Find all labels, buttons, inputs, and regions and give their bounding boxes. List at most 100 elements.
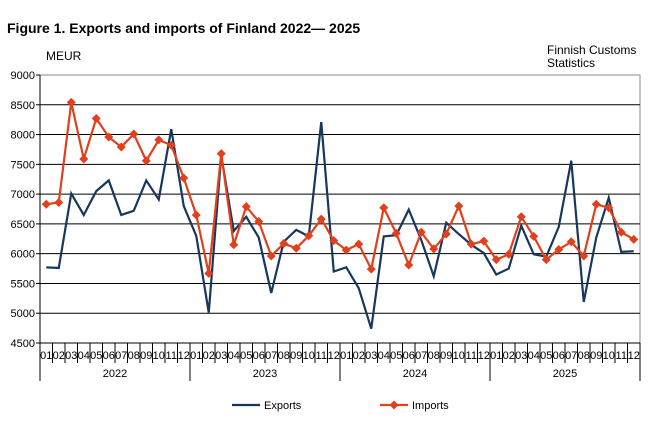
x-tick-label: 12 [628,350,640,362]
x-tick-label: 01 [40,350,52,362]
imports-point [504,249,514,259]
y-tick-label: 5500 [11,278,35,290]
imports-point [566,237,576,247]
imports-point [79,154,89,164]
imports-point [579,251,589,261]
legend-imports-marker [389,400,399,410]
x-tick-label: 10 [603,350,615,362]
source-line-1: Finnish Customs [547,43,637,57]
imports-point [466,239,476,249]
x-tick-label: 03 [215,350,227,362]
plot-frame [39,74,641,344]
year-label: 2025 [553,368,577,380]
imports-point [379,203,389,213]
imports-point [141,156,151,166]
y-tick-label: 8000 [11,130,35,142]
x-tick-label: 04 [78,350,90,362]
chart-title: Figure 1. Exports and imports of Finland… [7,20,361,36]
imports-point [254,217,264,227]
x-tick-label: 07 [565,350,577,362]
imports-point [116,142,126,152]
x-tick-label: 06 [403,350,415,362]
year-label: 2024 [403,368,427,380]
x-tick-label: 11 [316,350,327,362]
imports-point [91,113,101,123]
imports-point [66,97,76,107]
imports-point [391,228,401,238]
imports-point [554,244,564,254]
x-tick-label: 10 [453,350,465,362]
x-tick-label: 06 [103,350,115,362]
x-tick-label: 05 [90,350,102,362]
imports-point [416,227,426,237]
imports-point [354,239,364,249]
imports-point [316,214,326,224]
imports-point [104,132,114,142]
x-tick-label: 02 [353,350,365,362]
x-tick-label: 04 [378,350,390,362]
imports-point [429,244,439,254]
x-tick-label: 02 [203,350,215,362]
x-tick-label: 05 [540,350,552,362]
x-tick-label: 11 [466,350,477,362]
imports-point [341,245,351,255]
x-tick-label: 07 [415,350,427,362]
x-tick-label: 04 [528,350,540,362]
x-tick-label: 06 [553,350,565,362]
imports-point [241,202,251,212]
legend-imports-label: Imports [412,400,449,412]
imports-point [204,268,214,278]
imports-point [491,255,501,265]
x-tick-label: 09 [290,350,302,362]
y-tick-label: 6000 [11,249,35,261]
x-tick-label: 08 [128,350,140,362]
imports-point [629,234,639,244]
imports-point [529,231,539,241]
source-note: Finnish Customs Statistics [547,44,636,70]
y-tick-label: 7500 [11,159,35,171]
imports-point [404,260,414,270]
x-tick-label: 01 [340,350,352,362]
imports-point [229,240,239,250]
x-tick-label: 06 [253,350,265,362]
x-tick-label: 11 [166,350,177,362]
y-tick-label: 7000 [11,189,35,201]
imports-point [166,140,176,150]
x-tick-label: 01 [190,350,202,362]
imports-point [329,236,339,246]
x-tick-label: 09 [140,350,152,362]
x-tick-label: 04 [228,350,240,362]
x-tick-label: 11 [616,350,627,362]
x-tick-label: 02 [503,350,515,362]
x-tick-label: 03 [365,350,377,362]
imports-point [591,199,601,209]
x-tick-label: 12 [178,350,190,362]
x-tick-label: 12 [478,350,490,362]
imports-point [516,212,526,222]
x-tick-label: 07 [115,350,127,362]
y-tick-label: 9000 [11,70,35,82]
x-tick-label: 10 [303,350,315,362]
x-tick-label: 03 [515,350,527,362]
imports-point [454,201,464,211]
imports-point [604,203,614,213]
imports-point [191,210,201,220]
imports-point [216,149,226,159]
y-tick-label: 4500 [11,338,35,350]
x-tick-label: 08 [578,350,590,362]
year-label: 2023 [253,368,277,380]
imports-point [129,129,139,139]
legend-exports-label: Exports [264,400,302,412]
imports-point [266,251,276,261]
imports-point [366,264,376,274]
x-tick-label: 05 [240,350,252,362]
x-tick-label: 03 [65,350,77,362]
imports-point [41,199,51,209]
x-tick-label: 02 [53,350,65,362]
imports-point [479,236,489,246]
x-tick-label: 08 [278,350,290,362]
x-tick-label: 09 [440,350,452,362]
y-tick-label: 6500 [11,219,35,231]
